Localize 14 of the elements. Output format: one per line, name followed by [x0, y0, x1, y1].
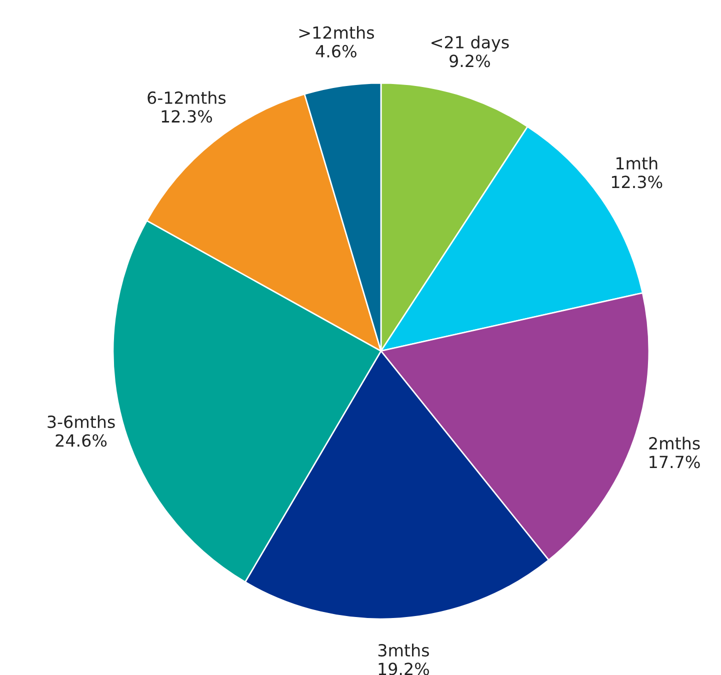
slice-label: >12mths	[299, 26, 374, 39]
slice-label: 1mth	[616, 156, 658, 170]
slice-label: 3-6mths	[48, 415, 115, 428]
slice-label: 6-12mths	[148, 91, 226, 104]
data-label: 12.3%	[612, 176, 662, 188]
data-label: 12.3%	[162, 110, 212, 123]
slice-label: 2mths	[649, 436, 700, 450]
data-label: 17.7%	[650, 456, 700, 468]
data-label: 24.6%	[56, 434, 107, 447]
slice-label: <21 days	[432, 36, 509, 52]
data-label: 9.2%	[450, 54, 490, 68]
data-label: 19.2%	[378, 662, 430, 675]
data-label: 4.6%	[316, 44, 356, 58]
slice-label: 3mths	[378, 644, 429, 657]
